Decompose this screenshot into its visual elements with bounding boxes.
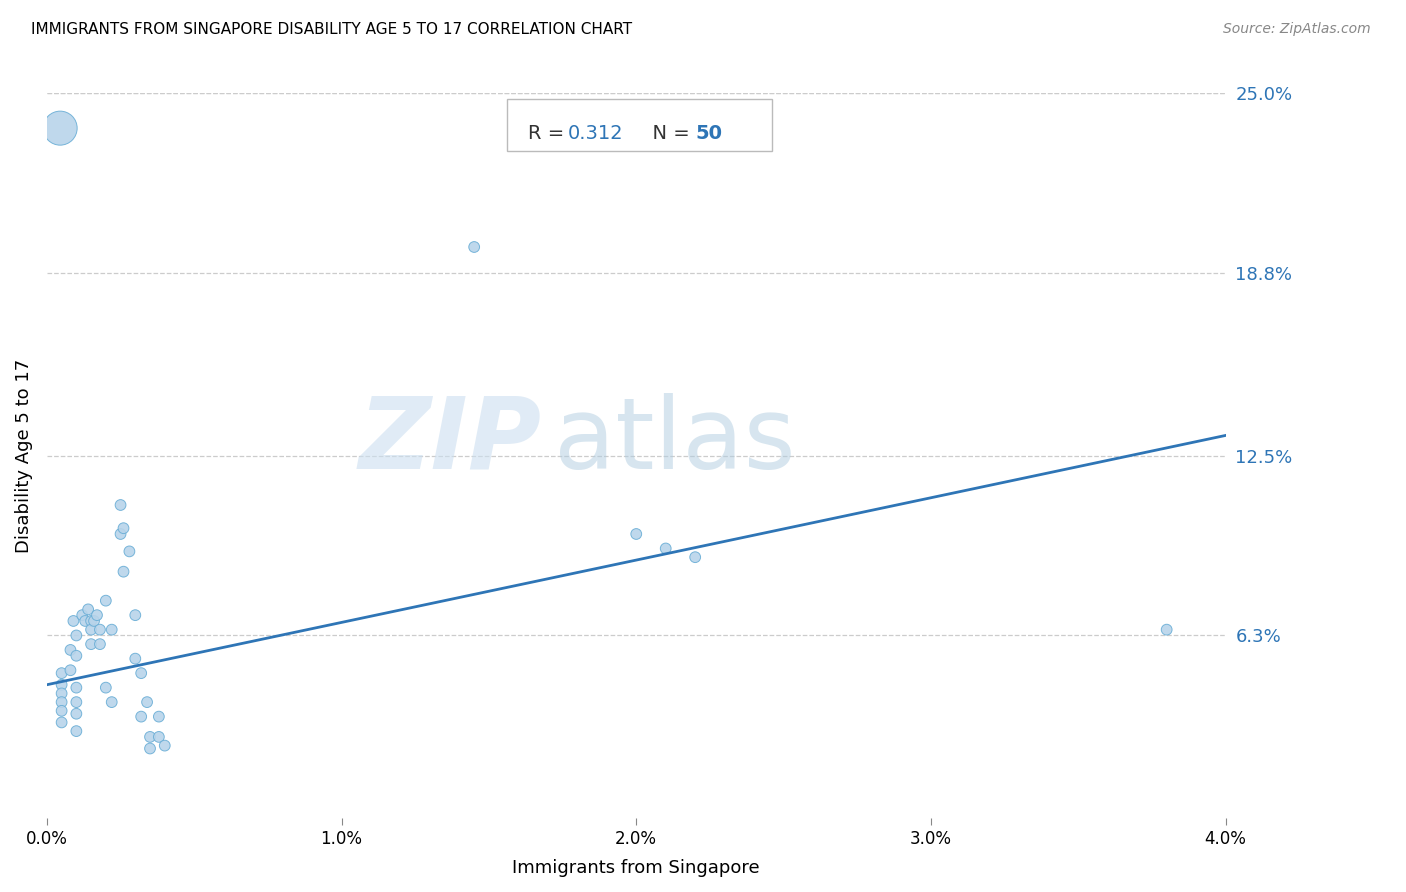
Point <box>77 602 100 616</box>
Point <box>86 608 108 623</box>
FancyBboxPatch shape <box>506 99 772 152</box>
Point <box>80 637 103 651</box>
Point <box>51 715 73 730</box>
Text: R =: R = <box>527 124 571 143</box>
Point <box>100 695 122 709</box>
Text: N =: N = <box>640 124 696 143</box>
Point <box>51 678 73 692</box>
Y-axis label: Disability Age 5 to 17: Disability Age 5 to 17 <box>15 359 32 553</box>
Text: ZIP: ZIP <box>359 392 541 490</box>
Point <box>124 608 146 623</box>
Point <box>129 666 152 681</box>
Point <box>49 121 72 136</box>
Point <box>153 739 176 753</box>
Text: 50: 50 <box>695 124 723 143</box>
Point <box>65 724 87 739</box>
Point <box>89 637 111 651</box>
Point <box>118 544 141 558</box>
Point <box>59 643 82 657</box>
Point <box>89 623 111 637</box>
Point <box>112 521 135 535</box>
Point <box>70 608 93 623</box>
Point <box>94 593 117 607</box>
Point <box>65 681 87 695</box>
Point <box>65 648 87 663</box>
Point <box>124 651 146 665</box>
Text: IMMIGRANTS FROM SINGAPORE DISABILITY AGE 5 TO 17 CORRELATION CHART: IMMIGRANTS FROM SINGAPORE DISABILITY AGE… <box>31 22 633 37</box>
Point <box>51 695 73 709</box>
Point <box>139 730 162 744</box>
Point <box>80 623 103 637</box>
Point <box>94 681 117 695</box>
Point <box>65 628 87 642</box>
Text: atlas: atlas <box>554 392 796 490</box>
Point <box>112 565 135 579</box>
Point <box>110 527 132 541</box>
Text: Source: ZipAtlas.com: Source: ZipAtlas.com <box>1223 22 1371 37</box>
Point <box>136 695 159 709</box>
Point <box>59 663 82 677</box>
Point <box>148 709 170 723</box>
Point <box>83 614 105 628</box>
Point <box>51 686 73 700</box>
Point <box>683 550 706 565</box>
Point <box>62 614 84 628</box>
Point <box>1156 623 1178 637</box>
Point <box>463 240 485 254</box>
X-axis label: Immigrants from Singapore: Immigrants from Singapore <box>512 859 761 877</box>
Point <box>129 709 152 723</box>
Point <box>626 527 648 541</box>
Point <box>110 498 132 512</box>
Point <box>75 614 97 628</box>
Point <box>51 704 73 718</box>
Point <box>80 614 103 628</box>
Point <box>65 706 87 721</box>
Point <box>51 666 73 681</box>
Point <box>654 541 676 556</box>
Point <box>148 730 170 744</box>
Point <box>139 741 162 756</box>
Point <box>100 623 122 637</box>
Text: 0.312: 0.312 <box>568 124 623 143</box>
Point <box>65 695 87 709</box>
